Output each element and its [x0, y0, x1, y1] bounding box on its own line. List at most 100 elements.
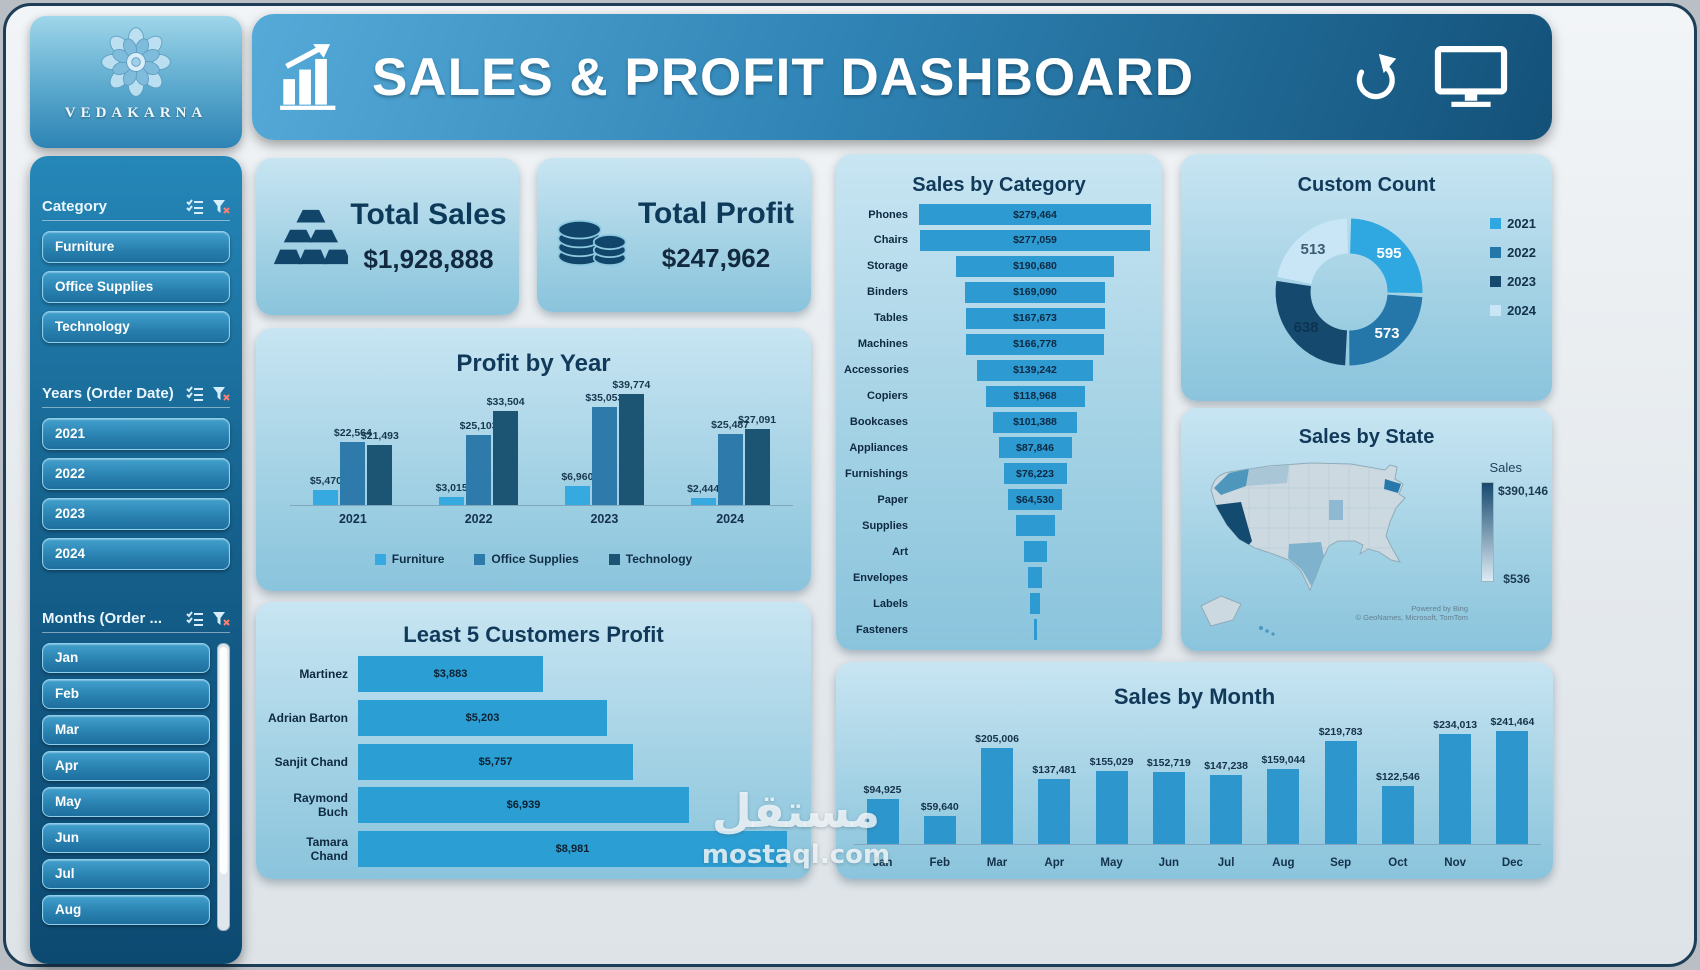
map-legend-min: $536 — [1503, 572, 1530, 586]
funnel-row-art: Art — [844, 541, 1156, 563]
bar-office-supplies-2021: $22,564 — [334, 427, 372, 505]
customer-row-adrian-barton: Adrian Barton $5,203 — [266, 699, 795, 736]
bar-supplies — [1015, 515, 1055, 537]
bar-technology-2023: $39,774 — [612, 379, 650, 505]
category-label: Bookcases — [849, 416, 908, 428]
slicer-years-items: 2021 2022 2023 2024 — [42, 418, 230, 570]
bar-value-label: $241,464 — [1490, 716, 1535, 728]
header-bar: SALES & PROFIT DASHBOARD — [252, 14, 1552, 140]
bar-sanjit-chand: $5,757 — [358, 743, 633, 780]
slicer-item-apr[interactable]: Apr — [42, 751, 210, 781]
slicer-item-2021[interactable]: 2021 — [42, 418, 230, 450]
funnel-row-binders: Binders $169,090 — [844, 281, 1156, 303]
total-sales-title: Total Sales — [350, 198, 507, 231]
clear-filter-icon[interactable] — [212, 386, 230, 402]
category-label: Tamara Chand — [306, 835, 348, 863]
dashboard-title: SALES & PROFIT DASHBOARD — [372, 47, 1194, 107]
bar-binders: $169,090 — [965, 281, 1105, 303]
slicer-years-title: Years (Order Date) — [42, 385, 174, 402]
month-column-aug: $159,044 — [1255, 754, 1312, 844]
refresh-icon[interactable] — [1348, 50, 1402, 104]
state-washington — [1214, 469, 1249, 495]
bar-machines: $166,778 — [966, 333, 1104, 355]
legend-label: 2023 — [1507, 274, 1536, 289]
month-column-jan: $94,925 — [854, 784, 911, 844]
bar-value-label: $6,960 — [561, 471, 594, 483]
months-scrollbar-track[interactable] — [217, 643, 230, 931]
bar-phones: $279,464 — [919, 204, 1151, 225]
total-profit-title: Total Profit — [637, 196, 795, 230]
slicer-item-may[interactable]: May — [42, 787, 210, 817]
bar-oct — [1381, 786, 1414, 844]
legend-swatch — [374, 553, 386, 565]
legend-swatch — [474, 553, 486, 565]
bar-dec — [1496, 731, 1529, 844]
x-axis-label: 2023 — [590, 512, 619, 526]
sidebar-slicer-panel: Category Furniture Office Sup — [30, 156, 242, 964]
slicer-item-jun[interactable]: Jun — [42, 823, 210, 853]
month-column-may: $155,029 — [1083, 756, 1140, 844]
funnel-row-bookcases: Bookcases $101,388 — [844, 411, 1156, 433]
bar-sep — [1324, 741, 1357, 844]
slicer-item-jan[interactable]: Jan — [42, 643, 210, 673]
multi-select-icon[interactable] — [186, 610, 204, 627]
slicer-item-2022[interactable]: 2022 — [42, 458, 230, 490]
bar-value-label: $234,013 — [1433, 719, 1478, 731]
category-label: Art — [892, 545, 908, 558]
x-axis-label: Jul — [1217, 857, 1235, 869]
slicer-item-office-supplies[interactable]: Office Supplies — [42, 271, 230, 303]
legend-swatch — [1490, 305, 1502, 316]
bar-nov — [1439, 734, 1472, 844]
state-new-york — [1384, 479, 1401, 493]
bar-accessories: $139,242 — [977, 359, 1093, 381]
multi-select-icon[interactable] — [186, 385, 204, 402]
legend-label: 2021 — [1507, 216, 1536, 231]
category-label: Labels — [873, 597, 908, 610]
slicer-item-2023[interactable]: 2023 — [42, 498, 230, 530]
category-label: Machines — [857, 338, 908, 351]
coins-icon — [557, 219, 627, 267]
slicer-item-technology[interactable]: Technology — [42, 311, 230, 343]
x-axis-label: Mar — [986, 857, 1008, 869]
multi-select-icon[interactable] — [186, 198, 204, 215]
slicer-category-items: Furniture Office Supplies Technology — [42, 231, 230, 343]
months-scrollbar-thumb[interactable] — [219, 646, 228, 875]
legend-item-technology: Technology — [608, 552, 692, 566]
customer-row-raymond-buch: Raymond Buch $6,939 — [266, 787, 795, 824]
month-column-feb: $59,640 — [911, 801, 968, 844]
slicer-item-furniture[interactable]: Furniture — [42, 231, 230, 263]
donut-chart: 595 573 638 513 — [1275, 218, 1423, 366]
category-label: Envelopes — [852, 571, 908, 584]
bar-value-label: $3,883 — [433, 668, 468, 680]
bar-technology-2024: $27,091 — [738, 414, 776, 505]
bar-art — [1023, 541, 1047, 563]
clear-filter-icon[interactable] — [212, 199, 230, 215]
slicer-item-mar[interactable]: Mar — [42, 715, 210, 745]
bar-technology-2022: $33,504 — [487, 396, 525, 505]
profit-by-year-x-axis: 2021 2022 2023 2024 — [290, 512, 793, 526]
monitor-icon[interactable] — [1432, 45, 1510, 109]
category-label: Binders — [867, 286, 908, 299]
bar-furniture-2024: $2,444 — [687, 483, 719, 505]
funnel-row-envelopes: Envelopes — [844, 567, 1156, 589]
category-label: Martinez — [299, 667, 348, 681]
bar-tables: $167,673 — [965, 307, 1105, 329]
bar-office-supplies-2023: $35,053 — [585, 392, 623, 505]
profit-by-year-legend: Furniture Office Supplies Technology — [256, 552, 811, 566]
slicer-item-feb[interactable]: Feb — [42, 679, 210, 709]
bar-value-label: $39,774 — [612, 379, 651, 391]
category-label: Phones — [868, 208, 908, 221]
category-label: Appliances — [849, 441, 908, 454]
clear-filter-icon[interactable] — [212, 611, 230, 627]
map-gradient-legend — [1481, 482, 1494, 582]
state-alaska — [1200, 595, 1242, 627]
legend-item-2024: 2024 — [1490, 303, 1536, 318]
slicer-item-2024[interactable]: 2024 — [42, 538, 230, 570]
bar-apr — [1038, 779, 1071, 844]
x-axis-label: Sep — [1330, 857, 1352, 869]
slicer-item-jul[interactable]: Jul — [42, 859, 210, 889]
month-column-dec: $241,464 — [1484, 716, 1541, 844]
slicer-item-aug[interactable]: Aug — [42, 895, 210, 925]
sales-by-category-title: Sales by Category — [912, 174, 1086, 196]
category-label: Tables — [873, 312, 908, 325]
